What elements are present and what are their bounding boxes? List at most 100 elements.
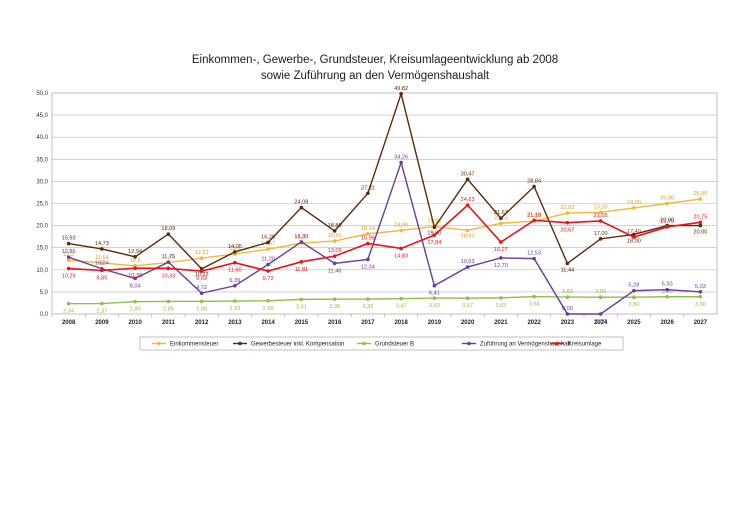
data-label: 3,57 [462, 303, 473, 309]
data-label: 13,09 [328, 248, 342, 254]
data-label: 16,27 [494, 247, 508, 253]
data-point [499, 221, 503, 226]
legend-label: Grundsteuer B [375, 342, 414, 348]
data-label: 16,20 [261, 234, 275, 240]
data-point [399, 228, 403, 233]
legend: Einkommensteuer Gewerbesteuer inkl. Kompe… [139, 336, 624, 351]
x-tick-label: 2010 [128, 320, 142, 326]
legend-marker [555, 341, 559, 346]
data-point [233, 250, 237, 254]
y-tick-label: 25,0 [36, 202, 48, 208]
legend-label: Zuführung an Vermögenshaushalt [480, 342, 571, 348]
data-point [565, 295, 570, 299]
data-point [465, 265, 470, 269]
chart-title: Einkommen-, Gewerbe-, Grundsteuer, Kreis… [191, 54, 559, 66]
data-point [698, 220, 703, 225]
data-label: 11,44 [561, 267, 575, 273]
legend-label: Kreisumlage [568, 342, 602, 348]
data-label: 3,39 [362, 304, 373, 310]
data-point [432, 225, 437, 230]
x-tick-label: 2027 [694, 320, 708, 326]
data-label: 16,50 [328, 233, 342, 239]
data-label: 20,67 [560, 228, 574, 234]
data-point [199, 299, 204, 304]
data-point [598, 219, 603, 223]
data-label: 16,07 [294, 235, 308, 241]
data-point [598, 295, 603, 300]
data-label: 21,05 [594, 213, 608, 219]
data-label: 0,00 [595, 319, 606, 325]
data-point [66, 255, 71, 259]
data-label: 5,03 [695, 284, 706, 290]
data-point [598, 312, 603, 316]
data-point [199, 291, 204, 295]
data-label: 24,08 [294, 200, 308, 206]
data-point [133, 299, 137, 304]
x-tick-label: 2009 [95, 320, 109, 326]
data-point [399, 296, 403, 301]
data-label: 4,72 [196, 285, 207, 291]
data-point [632, 295, 636, 300]
data-point [632, 235, 636, 239]
data-label: 3,90 [695, 302, 706, 308]
data-point [366, 241, 370, 246]
y-tick-label: 50,0 [36, 91, 48, 97]
data-point [332, 261, 337, 266]
data-point [100, 247, 104, 251]
data-point [499, 256, 503, 260]
data-point [598, 237, 603, 241]
x-tick-label: 2019 [428, 320, 442, 326]
data-label: 3,80 [628, 302, 639, 308]
data-point [366, 257, 370, 262]
x-tick-label: 2020 [461, 320, 475, 326]
data-label: 20,00 [693, 230, 707, 236]
data-point [299, 240, 304, 244]
data-label: 11,46 [328, 268, 342, 274]
data-point [233, 299, 237, 303]
data-label: 0,00 [562, 306, 573, 312]
data-label: 10,33 [161, 273, 175, 279]
data-point [133, 266, 137, 270]
data-label: 12,62 [195, 250, 209, 256]
data-label: 17,40 [627, 229, 641, 235]
data-point [665, 201, 669, 206]
data-label: 2,88 [196, 306, 207, 312]
data-label: 10,63 [461, 259, 475, 265]
data-point [432, 233, 437, 237]
data-point [100, 268, 104, 273]
data-label: 2,80 [130, 307, 141, 313]
data-label: 12,86 [62, 249, 76, 255]
data-point [565, 211, 570, 215]
y-tick-label: 20,0 [36, 224, 48, 230]
data-point [632, 206, 636, 210]
data-label: 11,54 [95, 255, 109, 261]
data-point [133, 276, 137, 281]
series-3: 2,34 2,37 2,80 2,85 2,88 2,93 2,99 3,31 3,36 3,39… [63, 289, 706, 315]
data-point [499, 296, 503, 300]
data-point [133, 255, 137, 259]
x-tick-label: 2017 [361, 320, 375, 326]
legend-marker [362, 341, 366, 346]
data-point [199, 256, 204, 261]
series-line [68, 198, 701, 267]
data-label: 5,50 [662, 282, 673, 288]
data-label: 24,63 [461, 197, 475, 203]
data-label: 22,83 [560, 205, 574, 211]
data-label: 34,26 [394, 155, 408, 161]
data-point [299, 205, 304, 210]
data-label: 2,85 [163, 306, 174, 312]
legend-marker [238, 341, 242, 346]
y-tick-label: 0,0 [40, 312, 49, 318]
data-point [266, 240, 270, 245]
data-label: 21,00 [527, 213, 541, 219]
data-point [366, 191, 370, 196]
legend-marker [467, 341, 471, 346]
y-tick-label: 10,0 [36, 268, 48, 274]
data-label: 3,94 [529, 302, 540, 308]
data-label: 13,6 [229, 246, 240, 252]
data-point [299, 297, 304, 302]
data-label: 10,22 [195, 272, 209, 278]
data-label: 12,2 [63, 252, 74, 258]
x-tick-label: 2026 [660, 320, 674, 326]
